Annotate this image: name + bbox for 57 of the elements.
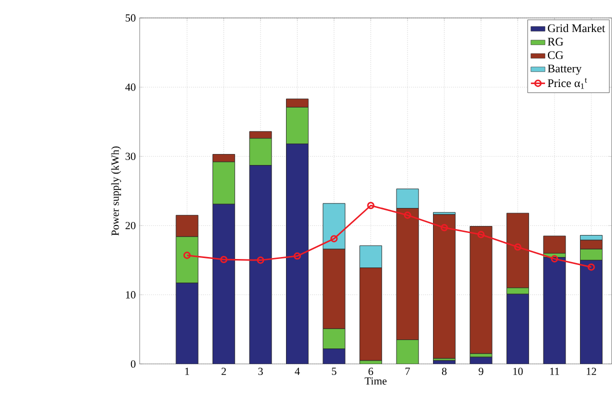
legend-label: CG	[548, 51, 564, 60]
point	[367, 202, 374, 210]
x-tick-label: 6	[368, 368, 374, 376]
y-tick-label: 40	[125, 84, 136, 91]
bar	[396, 340, 419, 364]
legend-label: Price α$_{1}$t	[548, 78, 587, 89]
x-tick-label: 3	[258, 368, 263, 376]
y-axis-title: Power supply (kWh)	[111, 146, 122, 236]
bar	[212, 162, 236, 204]
x-tick-label: 8	[442, 368, 447, 376]
bar	[176, 283, 198, 364]
y-tick-label: 10	[126, 291, 136, 298]
bar	[580, 248, 603, 260]
point	[514, 243, 522, 251]
bar	[176, 236, 198, 284]
point	[330, 235, 338, 242]
legend-label: RG	[548, 38, 564, 46]
bar	[506, 212, 530, 288]
x-tick-label: 5	[332, 368, 336, 375]
legend-label: Battery	[548, 64, 582, 75]
bar	[212, 204, 235, 364]
point	[477, 230, 485, 238]
bar	[249, 131, 272, 139]
x-axis-title: Time	[364, 377, 387, 385]
bar	[250, 165, 272, 364]
x-tick-label: 7	[406, 368, 410, 375]
x-tick-label: 10	[513, 368, 523, 376]
point	[256, 256, 264, 264]
bar	[323, 348, 346, 364]
bar	[286, 106, 309, 144]
point	[550, 255, 558, 262]
bar	[249, 138, 272, 166]
point	[294, 252, 301, 260]
bar	[212, 154, 236, 162]
x-tick-label: 11	[550, 368, 560, 375]
bar	[506, 294, 529, 364]
x-tick-label: 4	[294, 368, 300, 375]
bar	[433, 214, 456, 359]
x-tick-label: 9	[478, 368, 484, 376]
x-tick-label: 1	[185, 368, 190, 375]
y-tick-label: 30	[126, 152, 136, 160]
x-tick-label: 12	[586, 368, 596, 375]
bar	[322, 328, 346, 350]
legend-label: Grid Market	[548, 24, 606, 32]
point	[404, 212, 412, 219]
bar	[470, 226, 492, 354]
y-tick-label: 20	[126, 222, 136, 230]
bar	[286, 144, 308, 364]
y-tick-label: 0	[130, 360, 136, 368]
point	[220, 256, 228, 264]
bar	[580, 260, 603, 364]
bar	[543, 236, 566, 254]
y-tick-label: 50	[126, 14, 136, 22]
bar	[543, 257, 566, 364]
bar	[506, 288, 530, 294]
point	[440, 224, 448, 232]
x-tick-label: 2	[222, 368, 226, 375]
